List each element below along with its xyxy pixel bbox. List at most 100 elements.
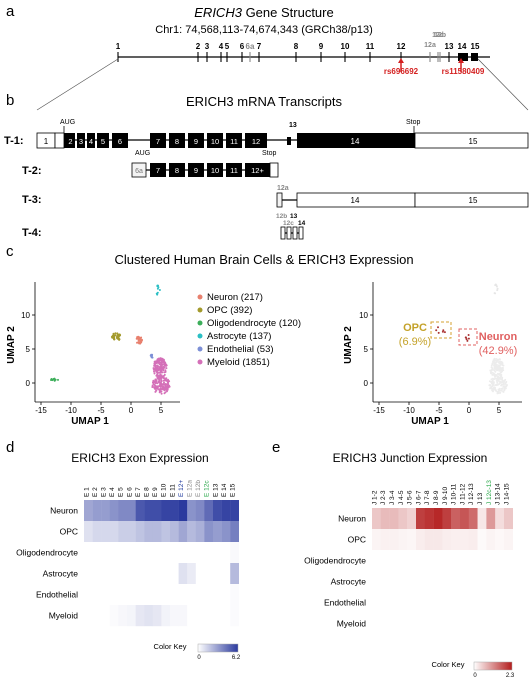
junction-heatmap-cell — [380, 592, 390, 614]
background-cell-point — [506, 384, 508, 386]
myeloid-point — [153, 386, 156, 389]
t1-coding-exons: 2 3 4 5 6 7 8 9 10 11 12 — [66, 133, 291, 148]
myeloid-point — [162, 385, 165, 388]
junction-heatmap-cell — [460, 613, 469, 635]
background-cell-point — [494, 384, 497, 387]
background-cell-point — [500, 369, 503, 372]
myeloid-point — [160, 387, 163, 390]
transcript-t1-label: T-1: — [4, 135, 24, 147]
background-cell-point — [503, 385, 506, 388]
t1-exon-6-label: 6 — [118, 137, 122, 146]
neuron-point — [139, 341, 142, 344]
oligodendrocyte-point — [53, 377, 56, 380]
gene-exon-label-15: 15 — [471, 42, 480, 51]
exon-heatmap-cell — [170, 563, 179, 585]
exon-heatmap-cell — [161, 500, 171, 522]
background-cell-point — [491, 363, 494, 365]
legend-label-0: Neuron (217) — [207, 292, 263, 303]
myeloid-point — [163, 373, 166, 376]
panel-d-title: ERICH3 Exon Expression — [71, 451, 208, 465]
myeloid-point — [167, 379, 170, 382]
background-cell-point — [494, 373, 496, 376]
t2-exon-8 — [169, 163, 185, 177]
junction-heatmap-cell — [477, 592, 487, 614]
junction-heatmap-cell — [495, 592, 505, 614]
zoom-line-right — [477, 58, 529, 111]
opc-point — [114, 332, 117, 335]
myeloid-point — [153, 372, 156, 375]
exon-heatmap-cell — [170, 500, 179, 522]
background-cell-point — [492, 387, 495, 390]
myeloid-point — [156, 387, 159, 390]
t1-exon-3 — [77, 133, 85, 148]
exon-heatmap-cell — [109, 605, 119, 627]
snp1-arrowhead — [398, 58, 404, 63]
opc-expressing-point — [443, 331, 446, 334]
background-cell-point — [496, 372, 499, 375]
exon-heatmap-row-label: Astrocyte — [43, 569, 79, 579]
exon-heatmap-cell — [127, 500, 136, 522]
exon-heatmap-cell — [127, 605, 136, 627]
astrocyte-point — [156, 285, 159, 288]
junction-heatmap-cell — [504, 529, 513, 551]
t1-exon-8-label: 8 — [175, 137, 179, 146]
junction-heatmap-col-label: J 9-10 — [442, 487, 449, 505]
exon-heatmap-cell — [213, 521, 222, 543]
panel-b-title: ERICH3 mRNA Transcripts — [186, 94, 343, 109]
opc-expressing-point — [442, 329, 445, 332]
junction-heatmap-cell — [468, 592, 478, 614]
umap-right-points — [435, 283, 508, 395]
background-cell-point — [500, 371, 503, 374]
myeloid-point — [152, 383, 155, 386]
myeloid-point — [161, 371, 164, 374]
t1-exon-14-label: 14 — [351, 137, 360, 146]
exon-heatmap-cell — [195, 542, 205, 564]
exon-heatmap-cell — [84, 542, 93, 564]
gene-exon-label-12a: 12a — [424, 42, 436, 49]
t1-exon-3-label: 3 — [79, 137, 83, 146]
background-cell-point — [498, 369, 501, 372]
t1-exon-5 — [97, 133, 109, 148]
background-cell-point — [492, 383, 495, 386]
umap-right-ticks: -15 -10 -5 0 5 0 5 10 — [359, 311, 502, 415]
umap-left-xtick-label: -15 — [35, 406, 47, 415]
t1-exon-15-label: 15 — [469, 137, 478, 146]
myeloid-point — [159, 366, 162, 368]
junction-heatmap-col-label: J 6-7 — [415, 490, 422, 505]
myeloid-point — [155, 385, 158, 388]
legend-swatch-4 — [197, 346, 203, 352]
exon-heatmap-cell — [144, 521, 153, 543]
junction-heatmap-cell — [477, 571, 487, 593]
neuron-expressing-point — [467, 334, 470, 336]
t1-exon-13 — [287, 137, 291, 145]
exon-heatmap-cell — [92, 605, 102, 627]
background-cell-point — [488, 380, 491, 383]
junction-heatmap-cell — [495, 571, 505, 593]
exon-heatmap-cell — [135, 500, 145, 522]
junction-heatmap: J 1-2 J 2-3 J 3-4 J 4-5 J 5-6 J 6-7 J 7-8 J 8-9… — [304, 480, 513, 635]
junction-heatmap-cell — [433, 613, 443, 635]
junction-heatmap-cell — [424, 571, 434, 593]
gene-exon-label-5: 5 — [225, 42, 230, 51]
background-cell-point — [500, 387, 503, 390]
junction-heatmap-cell — [398, 550, 408, 572]
junction-heatmap-col-label: J 5-6 — [407, 490, 414, 505]
background-cell-point — [499, 376, 502, 379]
legend-swatch-5 — [197, 359, 203, 365]
opc-callout-label: OPC — [403, 322, 427, 334]
exon-heatmap-cell — [135, 584, 145, 606]
legend-swatch-0 — [197, 294, 203, 300]
t4-exon-13 — [292, 226, 298, 240]
myeloid-point — [152, 367, 155, 370]
t2-exon-6a — [131, 162, 147, 178]
exon-heatmap-cell — [101, 542, 110, 564]
t3-exon-15-label: 15 — [469, 196, 478, 205]
junction-heatmap-cell — [407, 550, 417, 572]
myeloid-point — [152, 368, 155, 371]
junction-heatmap-cell — [416, 592, 425, 614]
umap-right-xtick-label: -15 — [373, 406, 385, 415]
exon-heatmap-cell — [187, 542, 196, 564]
legend-label-4: Endothelial (53) — [207, 344, 274, 355]
zoom-line-left — [36, 58, 119, 111]
